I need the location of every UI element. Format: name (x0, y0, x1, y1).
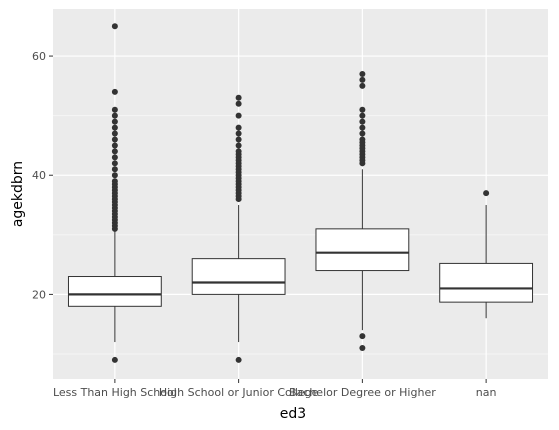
outlier-point (235, 148, 242, 155)
outlier-point (235, 124, 242, 131)
plot-panel (53, 9, 548, 379)
outlier-point (111, 178, 118, 185)
outlier-point (359, 76, 366, 83)
x-tick-label: High School or Junior College (159, 386, 319, 399)
box-group (439, 190, 534, 319)
outlier-point (359, 112, 366, 119)
outlier-point (111, 88, 118, 95)
outlier-point (359, 70, 366, 77)
box (191, 258, 286, 295)
outlier-point (111, 112, 118, 119)
outlier-point (235, 136, 242, 143)
outlier-point (111, 160, 118, 167)
outlier-point (235, 356, 242, 363)
outlier-point (111, 172, 118, 179)
outlier-point (359, 82, 366, 89)
outlier-point (111, 356, 118, 363)
outlier-point (359, 118, 366, 125)
outlier-point (359, 136, 366, 143)
box (67, 276, 162, 307)
outlier-point (483, 190, 490, 197)
outlier-point (235, 100, 242, 107)
outlier-point (111, 124, 118, 131)
x-tick-label: nan (476, 386, 497, 399)
outlier-point (359, 106, 366, 113)
outlier-point (359, 333, 366, 340)
outlier-point (111, 130, 118, 137)
outlier-point (235, 142, 242, 149)
box-group (191, 94, 286, 363)
outlier-point (235, 130, 242, 137)
box (315, 228, 410, 272)
outlier-point (235, 94, 242, 101)
x-tick-label: Bachelor Degree or Higher (289, 386, 436, 399)
box-group (67, 23, 162, 363)
outlier-point (111, 148, 118, 155)
boxes-layer (67, 23, 534, 363)
outlier-point (359, 130, 366, 137)
outlier-point (111, 142, 118, 149)
outlier-point (235, 112, 242, 119)
y-axis-title: agekdbrn (10, 161, 26, 227)
outlier-point (111, 118, 118, 125)
box-group (315, 70, 410, 352)
outlier-point (111, 23, 118, 30)
box (439, 262, 534, 303)
x-tick-label: Less Than High School (53, 386, 177, 399)
y-tick-label: 40 (32, 169, 46, 182)
outlier-point (111, 136, 118, 143)
y-tick-label: 60 (32, 50, 46, 63)
x-axis-title: ed3 (280, 406, 306, 422)
outlier-point (111, 166, 118, 173)
y-tick-label: 20 (32, 288, 46, 301)
outlier-point (111, 106, 118, 113)
outlier-point (111, 154, 118, 161)
outlier-point (359, 345, 366, 352)
y-axis-ticks: 20 40 60 (32, 50, 53, 301)
outlier-point (359, 124, 366, 131)
